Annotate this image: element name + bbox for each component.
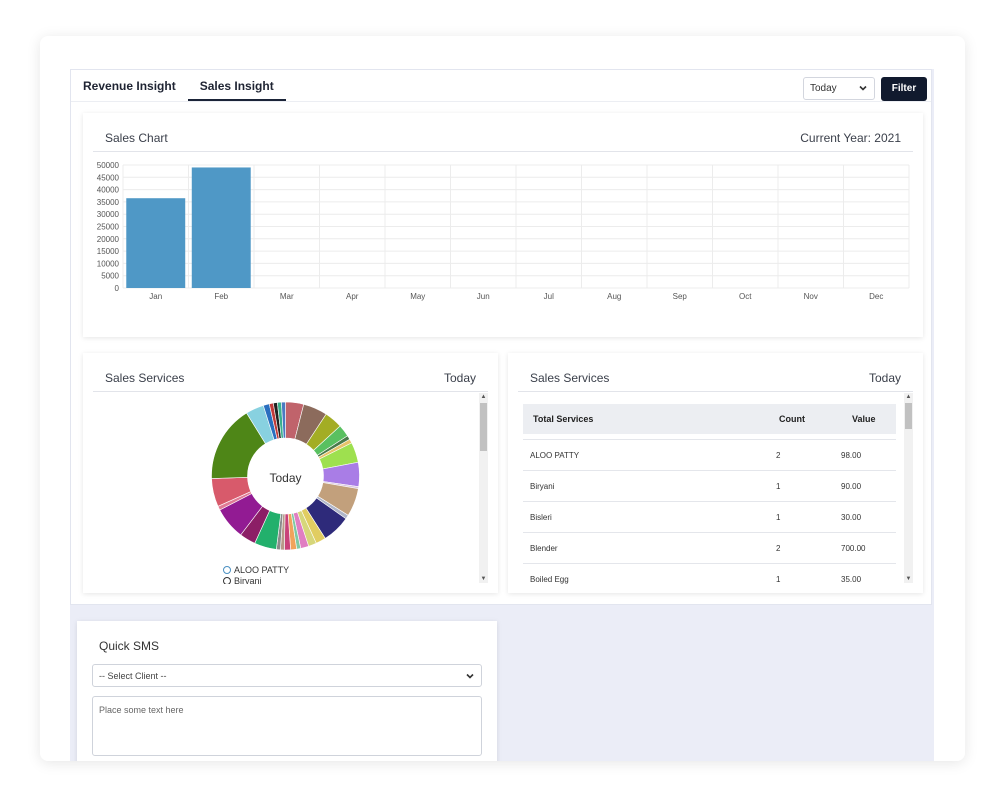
filter-button[interactable]: Filter: [881, 77, 927, 101]
chevron-down-icon: [466, 673, 474, 679]
y-tick-label: 35000: [97, 198, 120, 207]
x-tick-label: Jun: [477, 292, 490, 301]
scroll-thumb[interactable]: [905, 403, 912, 429]
scroll-up-icon[interactable]: ▲: [480, 394, 487, 400]
cell-service: Boiled Egg: [530, 575, 569, 584]
cell-value: 30.00: [841, 513, 862, 522]
cell-value: 35.00: [841, 575, 862, 584]
scroll-down-icon[interactable]: ▼: [480, 576, 487, 582]
client-select[interactable]: -- Select Client --: [92, 664, 482, 687]
legend-item[interactable]: Biryani: [223, 575, 289, 584]
cell-service: Blender: [530, 544, 558, 553]
donut-slice[interactable]: [281, 401, 286, 439]
table-row: Boiled Egg 1 35.00: [523, 563, 896, 594]
x-tick-label: Feb: [214, 292, 228, 301]
legend-marker-icon: [223, 565, 231, 574]
x-tick-label: Dec: [869, 292, 883, 301]
x-tick-label: Apr: [346, 292, 359, 301]
quick-sms-title: Quick SMS: [99, 639, 160, 653]
header-total-services: Total Services: [533, 414, 594, 424]
sms-message-input[interactable]: Place some text here: [92, 696, 482, 756]
card-divider: [93, 151, 913, 152]
cell-count: 1: [776, 482, 781, 491]
x-tick-label: Jul: [544, 292, 554, 301]
y-tick-label: 10000: [97, 259, 120, 268]
scroll-down-icon[interactable]: ▼: [905, 576, 912, 582]
y-tick-label: 25000: [97, 223, 120, 232]
y-tick-label: 40000: [97, 186, 120, 195]
period-select[interactable]: Today: [803, 77, 875, 100]
y-tick-label: 20000: [97, 235, 120, 244]
table-row: Bisleri 1 30.00: [523, 501, 896, 532]
cell-service: ALOO PATTY: [530, 451, 580, 460]
table-scrollbar[interactable]: ▲ ▼: [904, 393, 913, 583]
donut-center-label: Today: [269, 471, 301, 485]
cell-value: 700.00: [841, 544, 866, 553]
scroll-up-icon[interactable]: ▲: [905, 394, 912, 400]
legend-marker-icon: [223, 576, 231, 584]
sales-services-donut-chart: Today: [211, 401, 360, 551]
table-row: Biryani 1 90.00: [523, 470, 896, 501]
sales-chart-title: Sales Chart: [105, 131, 168, 145]
cell-value: 98.00: [841, 451, 862, 460]
table-row: ALOO PATTY 2 98.00: [523, 439, 896, 470]
x-tick-label: Mar: [280, 292, 294, 301]
header-count: Count: [779, 414, 805, 424]
x-tick-label: Jan: [149, 292, 162, 301]
cell-value: 90.00: [841, 482, 862, 491]
y-tick-label: 5000: [101, 272, 119, 281]
y-tick-label: 45000: [97, 173, 120, 182]
cell-count: 2: [776, 451, 781, 460]
bar-feb[interactable]: [191, 167, 251, 288]
cell-count: 1: [776, 513, 781, 522]
y-tick-label: 15000: [97, 247, 120, 256]
cell-count: 1: [776, 575, 781, 584]
y-tick-label: 30000: [97, 210, 120, 219]
tab-revenue-insight[interactable]: Revenue Insight: [83, 79, 176, 93]
header-value: Value: [852, 414, 876, 424]
quick-sms-card: Quick SMS -- Select Client -- Place some…: [77, 621, 497, 761]
chevron-down-icon: [859, 85, 867, 91]
x-tick-label: Oct: [739, 292, 752, 301]
x-tick-label: Nov: [804, 292, 818, 301]
period-select-value: Today: [810, 83, 837, 94]
donut-card-title: Sales Services: [105, 371, 185, 385]
sales-chart-year: Current Year: 2021: [800, 131, 901, 145]
table-row: Blender 2 700.00: [523, 532, 896, 563]
legend-label: ALOO PATTY: [234, 564, 290, 575]
sales-services-table-card: Sales Services Today Total Services Coun…: [508, 353, 923, 593]
dashboard: Revenue Insight Sales Insight Today Filt…: [70, 69, 934, 761]
table-card-title: Sales Services: [530, 371, 610, 385]
table-header: Total Services Count Value: [523, 404, 896, 434]
sales-services-donut-card: Sales Services Today Today ALOO PATTY Bi…: [83, 353, 498, 593]
table-body: ALOO PATTY 2 98.00 Biryani 1 90.00 Bisle…: [523, 439, 896, 594]
donut-legend: ALOO PATTY Biryani: [223, 564, 289, 584]
x-tick-label: Sep: [673, 292, 688, 301]
legend-label: Biryani: [234, 575, 262, 585]
tab-sales-insight[interactable]: Sales Insight: [187, 70, 286, 102]
tab-divider: [71, 101, 931, 102]
table-card-period: Today: [868, 371, 901, 385]
client-select-value: -- Select Client --: [99, 671, 167, 681]
x-tick-label: May: [410, 292, 425, 301]
cell-service: Biryani: [530, 482, 555, 491]
sales-bar-chart: 0 5000 10000 15000 20000 25000 30000 35000 40000…: [97, 161, 910, 301]
cell-count: 2: [776, 544, 781, 553]
sales-chart-card: Sales Chart Current Year: 2021 0 5000 1000…: [83, 113, 923, 337]
scroll-thumb[interactable]: [480, 403, 487, 451]
y-tick-label: 0: [115, 284, 120, 293]
donut-card-period: Today: [443, 371, 476, 385]
donut-scrollbar[interactable]: ▲ ▼: [479, 393, 488, 583]
insight-panel: Revenue Insight Sales Insight Today Filt…: [70, 69, 932, 605]
y-tick-label: 50000: [97, 161, 120, 170]
insight-tabs: Revenue Insight Sales Insight: [71, 70, 286, 102]
cell-service: Bisleri: [530, 513, 552, 522]
app-frame: Revenue Insight Sales Insight Today Filt…: [40, 36, 965, 761]
bar-jan[interactable]: [126, 198, 186, 288]
legend-item[interactable]: ALOO PATTY: [223, 564, 289, 575]
x-tick-label: Aug: [607, 292, 621, 301]
card-divider: [93, 391, 488, 392]
card-divider: [518, 391, 913, 392]
